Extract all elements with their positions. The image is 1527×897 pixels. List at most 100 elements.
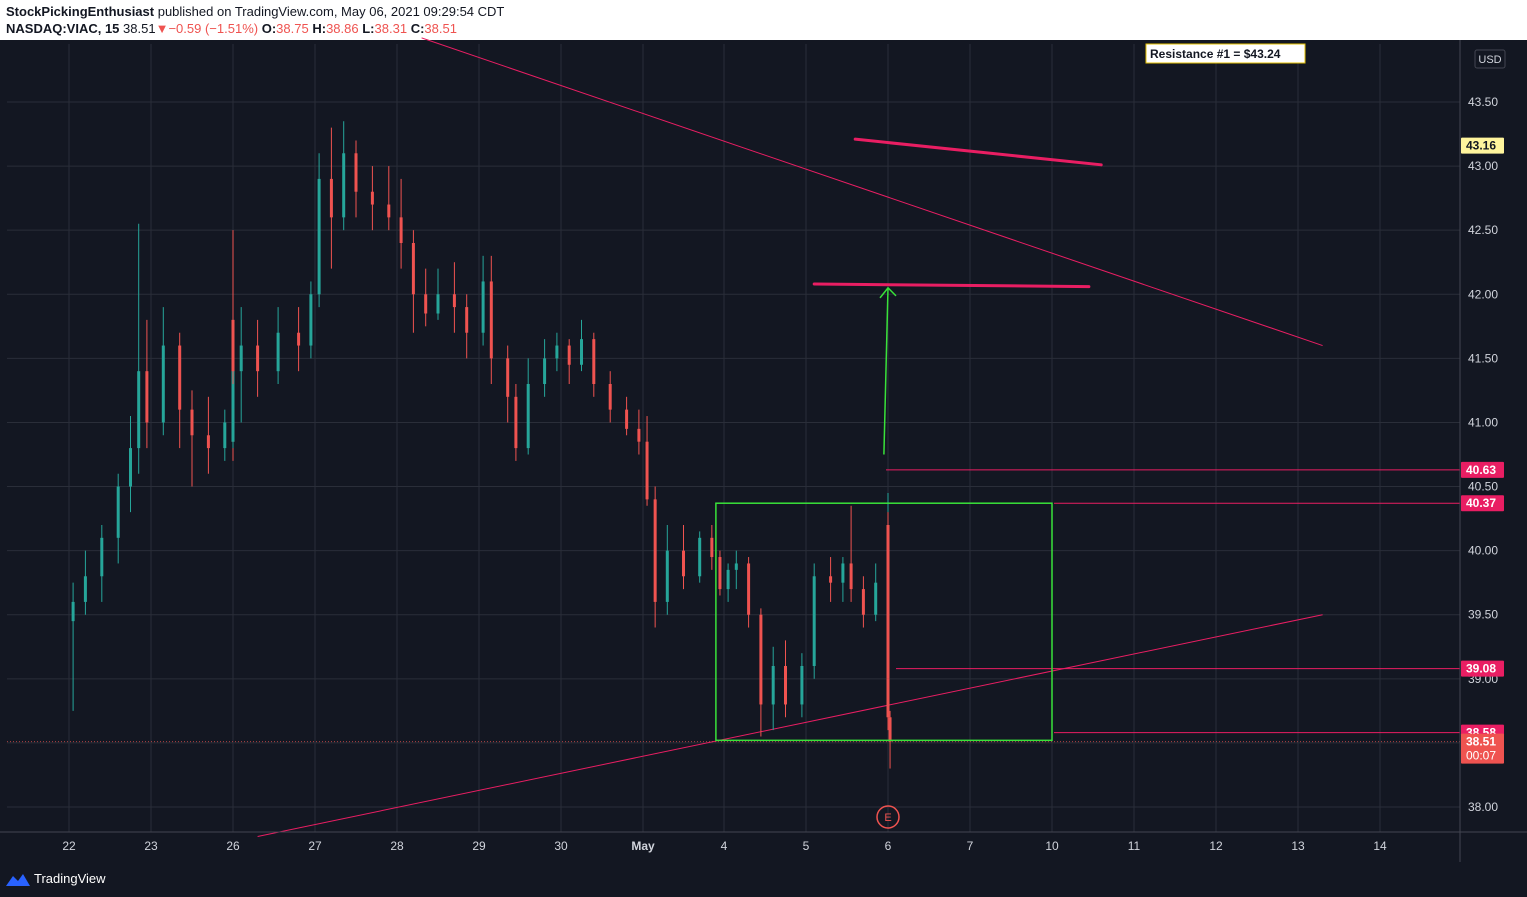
author-name[interactable]: StockPickingEnthusiast [6,4,155,19]
currency-badge[interactable] [1474,49,1506,69]
candle-body [342,153,346,218]
candlestick-series [71,121,892,769]
candle-body [256,345,260,372]
candle-body [861,589,865,615]
candle-body [506,358,510,397]
candle-body [608,384,612,410]
candle-body [354,153,358,192]
candle-body [771,666,775,705]
candle-body [481,281,485,333]
candle-body [645,441,649,500]
candle-body [514,396,518,449]
resistance-line[interactable] [853,137,1103,167]
tradingview-icon [6,873,30,886]
candle-body [543,358,547,384]
candle-body [747,563,751,615]
candle-body [137,371,141,449]
candle-body [555,345,559,359]
publish-info: published on TradingView.com, May 06, 20… [157,4,505,19]
x-tick-label: 28 [390,839,404,853]
ohlc-line: NASDAQ:VIAC, 15 38.51▼−0.59 (−1.51%) O:3… [6,21,457,36]
candle-body [592,339,596,384]
low-label: L: [362,21,375,36]
high-label: H: [312,21,327,36]
currency-label: USD [1478,54,1501,66]
candle-body [71,601,75,622]
candle-body [710,537,714,558]
publish-line: StockPickingEnthusiast published on Trad… [6,4,504,19]
annotation-text: Resistance #1 = $43.24 [1150,47,1281,61]
y-tick-label: 39.50 [1468,608,1498,622]
candle-body [206,435,210,449]
candle-body [874,582,878,615]
candle-body [129,448,132,487]
x-tick-label: 26 [226,839,240,853]
candle-body [580,339,583,365]
candle-body [116,486,120,538]
resistance-line[interactable] [812,282,1091,289]
candle-body [829,576,833,583]
last-price: 38.51 [123,21,156,36]
trend-guide-line[interactable] [257,614,1323,837]
candle-body [886,678,890,718]
user-drawings[interactable]: Resistance #1 = $43.24 E [715,43,1306,829]
annotation-box [1145,43,1306,64]
candle-body [424,294,428,314]
candle-body [399,217,403,243]
y-tick-label: 40.50 [1468,480,1498,494]
open-value: 38.75 [276,21,309,36]
y-tick-label: 38.00 [1468,800,1498,814]
candle-body [297,332,301,346]
candle-body [759,614,763,705]
axes: 38.0038.5039.0039.5040.0040.5041.0041.50… [0,40,1527,862]
candle-body [465,307,469,333]
breakout-arrow[interactable] [883,287,889,455]
low-value: 38.31 [374,21,408,36]
candle-body [841,563,845,583]
candle-body [665,550,669,602]
candle-body [223,422,227,449]
candle-body [436,294,440,314]
candle-body [567,345,571,365]
price-label-tag [1461,733,1504,764]
candle-body [370,191,374,205]
price-label-text: 43.16 [1466,139,1496,153]
y-tick-label: 40.00 [1468,544,1498,558]
candle-body [734,563,738,570]
candle-body [888,717,892,742]
header-bar: StockPickingEnthusiast published on Trad… [0,0,1527,40]
footer-bar: TradingView [0,862,1527,897]
price-level-lines [7,469,1460,743]
resistance-annotation[interactable]: Resistance #1 = $43.24 [1145,43,1306,64]
price-label-tag [1461,461,1504,478]
candle-body [800,666,804,705]
candle-body [239,345,243,372]
candle-body [161,345,165,423]
earnings-marker[interactable]: E [876,805,900,829]
x-tick-label: 29 [472,839,486,853]
x-tick-label: 11 [1128,839,1141,853]
x-tick-label: 14 [1373,839,1387,853]
x-tick-label: 6 [885,839,892,853]
x-tick-label: May [631,839,655,853]
candle-body [698,537,702,577]
candle-body [682,550,685,577]
y-tick-label: 43.00 [1468,159,1498,173]
candle-body [526,384,530,449]
price-label-text: 40.63 [1466,463,1496,477]
candle-body [653,499,657,602]
candle-body [231,409,235,442]
symbol-label[interactable]: NASDAQ:VIAC, 15 [6,21,120,36]
y-tick-label: 42.00 [1468,287,1498,301]
tradingview-logo[interactable]: TradingView [6,871,106,886]
consolidation-box[interactable] [715,502,1053,742]
candle-body [145,371,149,423]
trend-guides[interactable] [257,37,1323,837]
trend-guide-line[interactable] [421,37,1323,347]
candle-body [726,569,730,590]
price-label-text: 38.51 [1466,735,1496,749]
x-tick-label: 22 [62,839,76,853]
y-tick-label: 43.50 [1468,95,1498,109]
candle-body [231,319,235,372]
